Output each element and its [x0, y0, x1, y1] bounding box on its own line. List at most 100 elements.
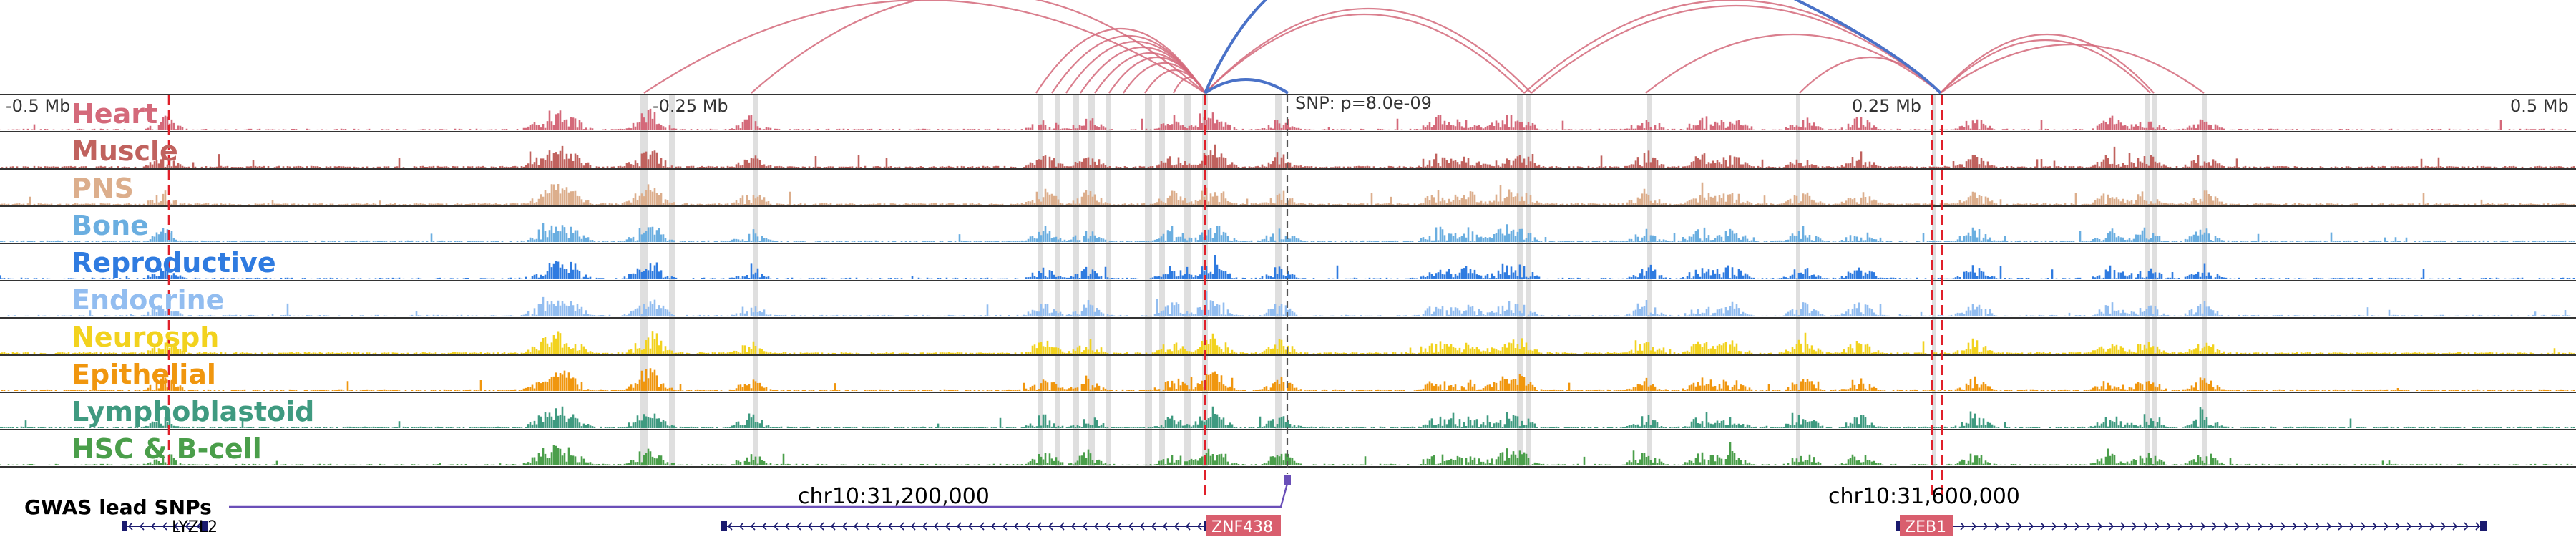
- coordinate-label-b: chr10:31,600,000: [1828, 484, 2020, 509]
- chevron-right-icon: [2006, 522, 2011, 531]
- chevron-left-icon: [1151, 522, 1156, 531]
- chevron-right-icon: [2395, 522, 2401, 531]
- chevron-left-icon: [830, 522, 836, 531]
- chevron-right-icon: [2086, 522, 2092, 531]
- gene-label: ZEB1: [1905, 518, 1946, 536]
- chevron-right-icon: [2452, 522, 2458, 531]
- chevron-right-icon: [2040, 522, 2046, 531]
- chevron-left-icon: [1082, 522, 1088, 531]
- chevron-right-icon: [2051, 522, 2057, 531]
- chevron-left-icon: [773, 522, 779, 531]
- loop-arc: [751, 0, 1206, 94]
- chevron-left-icon: [1162, 522, 1168, 531]
- chevron-left-icon: [1059, 522, 1065, 531]
- chevron-left-icon: [127, 522, 133, 531]
- chevron-right-icon: [1983, 522, 1989, 531]
- loop-arc: [1144, 69, 1206, 94]
- gene-label-box: [1900, 515, 1953, 536]
- loop-arc-blue: [1204, 78, 1289, 95]
- chevron-left-icon: [1196, 522, 1202, 531]
- gene-znf438: ZNF438: [721, 515, 1281, 536]
- chevron-right-icon: [2155, 522, 2160, 531]
- track-label: Heart: [72, 98, 157, 130]
- chevron-left-icon: [899, 522, 904, 531]
- chevron-left-icon: [796, 522, 801, 531]
- chevron-right-icon: [2132, 522, 2137, 531]
- gwas-connector: [229, 480, 1289, 508]
- chevron-left-icon: [967, 522, 973, 531]
- signal: [5, 291, 2575, 316]
- chevron-right-icon: [2200, 522, 2206, 531]
- loop-arc: [1940, 44, 2205, 94]
- loop-arc: [1645, 34, 1941, 94]
- chevron-right-icon: [2269, 522, 2275, 531]
- chromatin-loops: [643, 0, 2205, 95]
- chevron-right-icon: [2063, 522, 2069, 531]
- chevron-right-icon: [2429, 522, 2435, 531]
- chevron-left-icon: [922, 522, 927, 531]
- signal: [1, 368, 2575, 391]
- gwas-snp-marker: [1284, 475, 1291, 485]
- chevron-left-icon: [853, 522, 859, 531]
- chevron-right-icon: [2074, 522, 2080, 531]
- track-labels: Heart Muscle PNS Bone Reproductive Endocrine N…: [72, 98, 314, 465]
- chevron-right-icon: [2361, 522, 2366, 531]
- chevron-right-icon: [2303, 522, 2309, 531]
- chevron-left-icon: [990, 522, 996, 531]
- chevron-left-icon: [956, 522, 962, 531]
- scale-right: 0.5 Mb: [2510, 96, 2569, 116]
- chevron-left-icon: [807, 522, 813, 531]
- chevron-left-icon: [1036, 522, 1042, 531]
- chevron-right-icon: [2029, 522, 2034, 531]
- track-label: Epithelial: [72, 359, 216, 390]
- coordinate-label-a: chr10:31,200,000: [798, 484, 990, 509]
- gene-exon: [721, 521, 727, 531]
- loop-arc: [1173, 77, 1206, 94]
- chevron-left-icon: [173, 522, 179, 531]
- chevron-right-icon: [2166, 522, 2172, 531]
- gwas-lead-snps-label: GWAS lead SNPs: [24, 495, 212, 519]
- loop-arc: [643, 0, 1206, 94]
- loop-arc: [1204, 8, 1532, 94]
- loop-arc-blue: [1204, 0, 1268, 94]
- gene-track: LYZL2 ZNF438 ZEB1: [122, 515, 2487, 536]
- chevron-left-icon: [750, 522, 756, 531]
- chevron-right-icon: [2338, 522, 2343, 531]
- chevron-left-icon: [1025, 522, 1030, 531]
- chevron-left-icon: [1093, 522, 1099, 531]
- chevron-left-icon: [876, 522, 882, 531]
- chevron-left-icon: [162, 522, 167, 531]
- track-pns: [0, 182, 2576, 207]
- chevron-left-icon: [1105, 522, 1111, 531]
- chevron-left-icon: [887, 522, 893, 531]
- chevron-left-icon: [1048, 522, 1053, 531]
- chevron-left-icon: [819, 522, 824, 531]
- chevron-left-icon: [727, 522, 733, 531]
- chevron-right-icon: [2464, 522, 2469, 531]
- chevron-right-icon: [2372, 522, 2378, 531]
- gene-lyzl2: LYZL2: [122, 518, 218, 536]
- anchor-lines: [167, 95, 1943, 495]
- chevron-right-icon: [2280, 522, 2286, 531]
- chevron-left-icon: [933, 522, 939, 531]
- chevron-left-icon: [841, 522, 847, 531]
- chevron-left-icon: [1128, 522, 1133, 531]
- signal: [0, 331, 2575, 354]
- signal: [0, 255, 2575, 279]
- track-label: Endocrine: [72, 284, 224, 316]
- chevron-right-icon: [2120, 522, 2126, 531]
- annotation-panel: GWAS lead SNPs chr10:31,200,000 chr10:31…: [24, 475, 2487, 536]
- chevron-left-icon: [864, 522, 870, 531]
- track-label: Neurosph: [72, 321, 219, 353]
- chevron-left-icon: [1185, 522, 1191, 531]
- chevron-right-icon: [2326, 522, 2332, 531]
- chevron-left-icon: [784, 522, 790, 531]
- chevron-right-icon: [2223, 522, 2229, 531]
- chevron-right-icon: [2292, 522, 2298, 531]
- chevron-left-icon: [196, 522, 202, 531]
- chevron-right-icon: [2349, 522, 2355, 531]
- loop-arc: [1531, 5, 1941, 94]
- chevron-left-icon: [979, 522, 985, 531]
